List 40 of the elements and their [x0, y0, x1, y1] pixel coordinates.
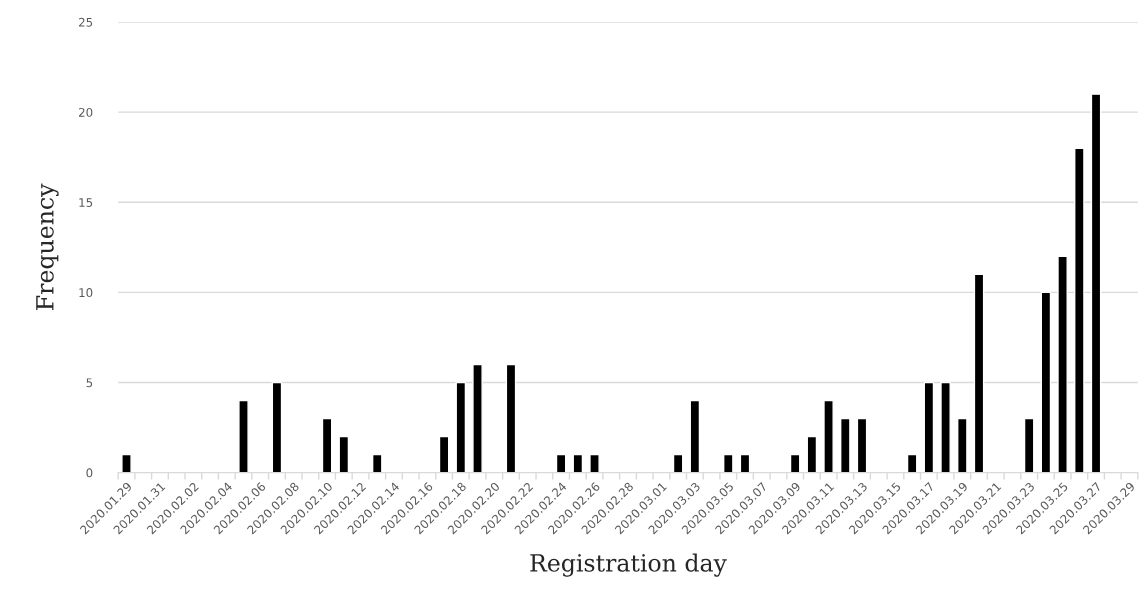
x-axis-title: Registration day: [530, 553, 727, 577]
bar: [121, 453, 132, 473]
bar: [1090, 93, 1102, 473]
bar: [923, 381, 935, 473]
bar: [672, 453, 684, 473]
bar: [940, 381, 951, 473]
bar: [689, 399, 701, 473]
bar: [739, 453, 751, 473]
y-tick-label: 10: [79, 288, 93, 298]
bar: [823, 399, 834, 473]
bar: [1023, 417, 1035, 473]
bar: [840, 417, 851, 473]
bar: [505, 363, 517, 473]
bar: [906, 453, 918, 473]
bar: [957, 417, 968, 473]
y-tick-label: 25: [78, 17, 93, 27]
bar: [722, 453, 734, 473]
bar: [555, 453, 567, 473]
bar: [789, 453, 801, 473]
bar: [1074, 147, 1085, 473]
bar: [238, 399, 249, 473]
bar: [321, 417, 333, 473]
y-tick-label: 20: [78, 107, 93, 117]
bar: [338, 435, 350, 473]
y-axis-title: Frequency: [36, 183, 59, 310]
bar: [856, 417, 868, 473]
bar: [472, 363, 483, 473]
bar: [1040, 291, 1052, 473]
bar: [589, 453, 600, 473]
y-tick-label: 5: [86, 378, 93, 388]
bar: [455, 381, 467, 473]
bar: [271, 381, 283, 473]
bar: [1057, 255, 1068, 473]
bar: [438, 435, 450, 473]
bar: [973, 273, 985, 473]
y-tick-label: 0: [86, 468, 93, 478]
y-tick-label: 15: [79, 198, 93, 207]
bar: [572, 453, 584, 473]
bar: [806, 435, 818, 473]
bar: [371, 453, 383, 473]
